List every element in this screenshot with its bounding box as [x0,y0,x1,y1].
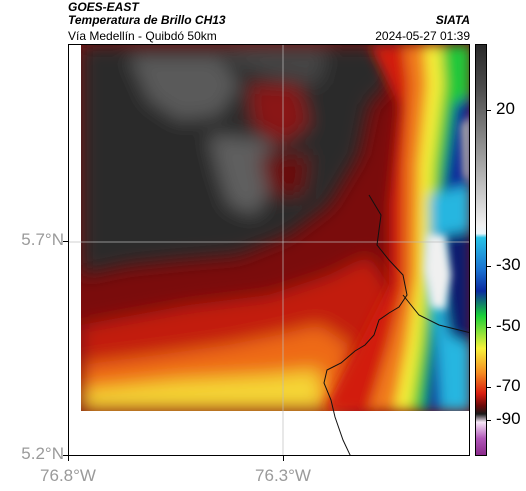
x-tick-mark [283,456,284,461]
field-nodata-left [69,45,81,411]
y-tick-label: 5.2°N [21,444,64,463]
field-east-white [425,235,451,310]
colorbar-tick-label: -30 [496,255,521,274]
y-tick-mark [63,455,68,456]
satellite-map[interactable] [68,44,470,456]
colorbar-tick-mark [487,266,491,267]
field-red-tongue [249,85,309,145]
colorbar-tick-label: -90 [496,409,521,428]
colorbar-tick-mark [487,420,491,421]
colorbar-tick-mark [487,110,491,111]
colorbar-tick-mark [487,387,491,388]
field-nodata-bottom [69,411,469,455]
colorbar-tick-label: -50 [496,316,521,335]
field-red-tongue-2 [259,155,309,195]
brightness-temperature-image [69,45,469,455]
x-tick-label: 76.3°W [255,466,311,485]
region-label: Vía Medellín - Quibdó 50km [68,29,217,43]
field-gray-patch-1 [129,55,239,120]
y-tick-mark [63,241,68,242]
y-tick-label: 5.7°N [21,230,64,249]
field-yellow-band [81,370,324,411]
datetime-label: 2024-05-27 01:39 [375,29,470,43]
field-gray-patch-2 [209,135,274,215]
department-border [323,194,408,455]
temperature-colorbar [475,44,487,456]
colorbar-tick-label: -70 [496,376,521,395]
x-tick-mark [68,456,69,461]
satellite-title: GOES-EAST [68,0,139,14]
organization-label: SIATA [435,13,470,27]
field-gray-patch-3 [219,45,329,85]
x-tick-label: 76.8°W [40,466,96,485]
department-border-east [402,294,469,334]
product-title: Temperatura de Brillo CH13 [68,13,226,27]
colorbar-tick-mark [487,327,491,328]
field-east-gray [461,117,469,183]
colorbar-tick-label: 20 [496,99,515,118]
